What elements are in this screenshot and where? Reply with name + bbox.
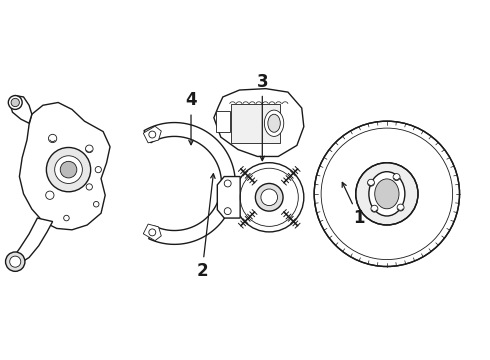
Text: 4: 4 <box>185 91 197 145</box>
Circle shape <box>60 161 77 178</box>
Ellipse shape <box>268 114 280 132</box>
Polygon shape <box>214 89 304 157</box>
Circle shape <box>5 252 25 271</box>
Polygon shape <box>10 95 32 123</box>
Text: 2: 2 <box>196 174 215 280</box>
Circle shape <box>235 163 304 232</box>
Ellipse shape <box>265 110 284 136</box>
Circle shape <box>397 204 404 211</box>
Text: 1: 1 <box>342 183 365 227</box>
Polygon shape <box>218 176 240 218</box>
Ellipse shape <box>375 179 399 209</box>
Polygon shape <box>144 122 235 244</box>
Circle shape <box>255 184 283 211</box>
Circle shape <box>47 148 91 192</box>
Circle shape <box>8 95 22 109</box>
Circle shape <box>10 256 21 267</box>
Circle shape <box>314 121 460 266</box>
Circle shape <box>356 163 418 225</box>
Circle shape <box>368 179 374 186</box>
Polygon shape <box>216 111 230 131</box>
Polygon shape <box>231 104 280 143</box>
Circle shape <box>261 189 277 206</box>
Circle shape <box>371 205 378 212</box>
Polygon shape <box>13 218 52 265</box>
Polygon shape <box>20 103 110 230</box>
Polygon shape <box>143 224 161 241</box>
Ellipse shape <box>369 172 405 216</box>
Polygon shape <box>143 126 161 143</box>
Circle shape <box>55 156 82 184</box>
Circle shape <box>11 98 20 107</box>
Circle shape <box>393 174 400 180</box>
Text: 3: 3 <box>256 73 268 161</box>
